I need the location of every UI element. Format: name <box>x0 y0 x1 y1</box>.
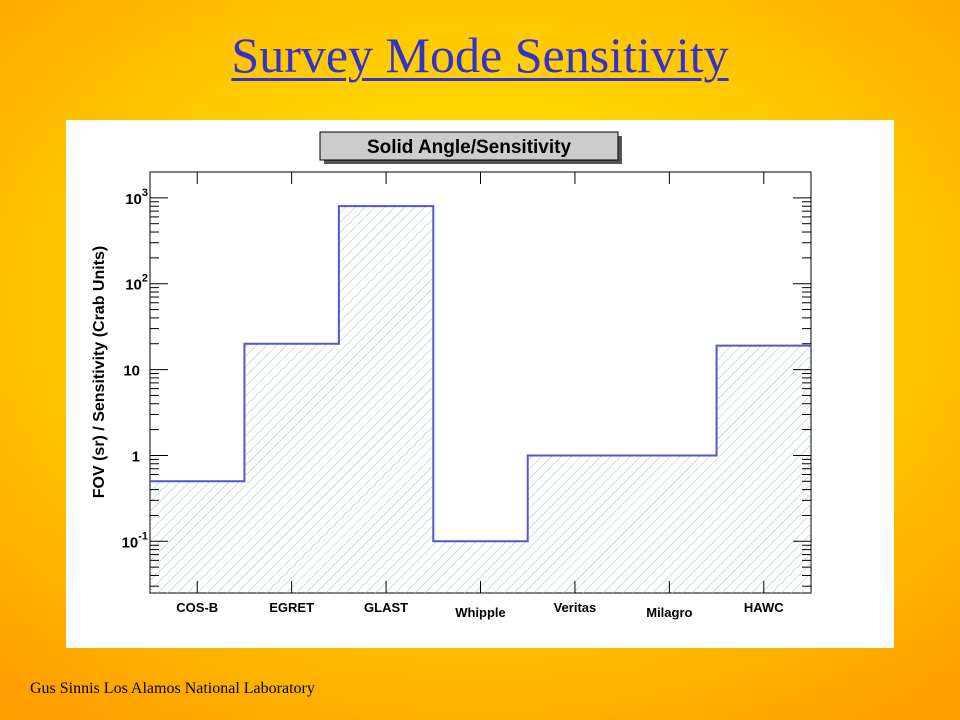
histogram-outline <box>150 205 811 543</box>
y-tick-label: 1 <box>132 448 140 465</box>
y-tick-label: 10-1 <box>122 530 148 551</box>
x-tick-label-veritas: Veritas <box>554 600 597 615</box>
chart-panel: 10-1 1 10 102 103 COS-B EGRET GLAST Whipple Verit… <box>66 120 894 648</box>
chart-title-box: Solid Angle/Sensitivity <box>319 131 622 164</box>
footer-credit: Gus Sinnis Los Alamos National Laborator… <box>30 680 315 697</box>
chart-title: Solid Angle/Sensitivity <box>367 137 572 158</box>
x-tick-label-glast: GLAST <box>364 600 408 615</box>
x-tick-label-cos-b: COS-B <box>176 600 218 615</box>
bar-hawc <box>716 345 811 593</box>
bar-veritas <box>527 455 623 593</box>
histogram-chart: 10-1 1 10 102 103 COS-B EGRET GLAST Whipple Verit… <box>91 131 812 620</box>
slide-title: Survey Mode Sensitivity <box>231 27 729 83</box>
y-tick-label: 102 <box>125 273 148 294</box>
bar-cos-b <box>150 481 245 593</box>
x-tick-label-milagro: Milagro <box>646 605 692 620</box>
x-tick-label-whipple: Whipple <box>455 605 506 620</box>
bar-egret <box>244 343 339 593</box>
y-tick-label: 10 <box>123 363 140 380</box>
bar-glast <box>338 206 434 593</box>
bar-milagro <box>622 455 717 593</box>
y-axis-label: FOV (sr) / Sensitivity (Crab Units) <box>91 246 108 498</box>
x-tick-label-hawc: HAWC <box>744 600 784 615</box>
y-tick-label: 103 <box>125 187 148 208</box>
x-tick-label-egret: EGRET <box>269 600 314 615</box>
